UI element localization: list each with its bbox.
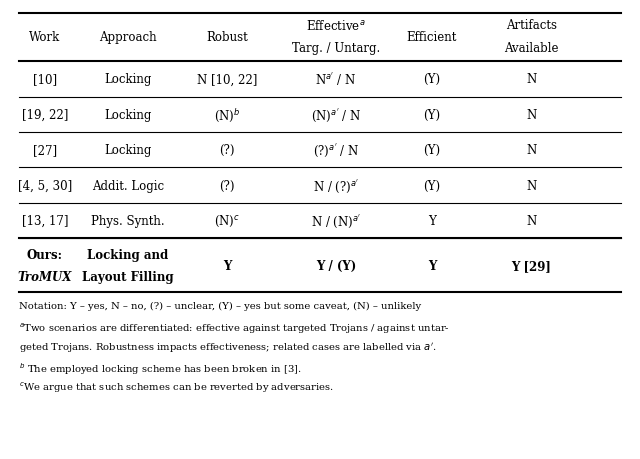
Text: N / (?)$^{a'}$: N / (?)$^{a'}$ (313, 177, 359, 194)
Text: [13, 17]: [13, 17] (22, 214, 68, 228)
Text: Ours:: Ours: (27, 248, 63, 261)
Text: [19, 22]: [19, 22] (22, 108, 68, 122)
Text: [10]: [10] (33, 73, 57, 86)
Text: TroMUX: TroMUX (18, 270, 72, 283)
Text: Y: Y (223, 259, 232, 272)
Text: N: N (526, 73, 536, 86)
Text: (?)$^{a'}$ / N: (?)$^{a'}$ / N (313, 142, 359, 159)
Text: N: N (526, 179, 536, 192)
Text: (N)$^{c}$: (N)$^{c}$ (214, 213, 240, 229)
Text: Locking: Locking (104, 144, 152, 157)
Text: N [10, 22]: N [10, 22] (197, 73, 257, 86)
Text: geted Trojans. Robustness impacts effectiveness; related cases are labelled via : geted Trojans. Robustness impacts effect… (19, 341, 437, 354)
Text: Artifacts: Artifacts (506, 19, 557, 32)
Text: Approach: Approach (99, 31, 157, 45)
Text: N: N (526, 144, 536, 157)
Text: (N)$^{a'}$ / N: (N)$^{a'}$ / N (311, 106, 361, 123)
Text: (Y): (Y) (424, 108, 440, 122)
Text: N / (N)$^{a'}$: N / (N)$^{a'}$ (311, 213, 361, 230)
Text: (Y): (Y) (424, 73, 440, 86)
Text: (Y): (Y) (424, 144, 440, 157)
Text: Targ. / Untarg.: Targ. / Untarg. (292, 42, 380, 55)
Text: Addit. Logic: Addit. Logic (92, 179, 164, 192)
Text: Locking and: Locking and (88, 248, 168, 261)
Text: Work: Work (29, 31, 60, 45)
Text: Y: Y (428, 214, 436, 228)
Text: $^{a}$Two scenarios are differentiated: effective against targeted Trojans / aga: $^{a}$Two scenarios are differentiated: … (19, 321, 450, 335)
Text: N: N (526, 214, 536, 228)
Text: N: N (526, 108, 536, 122)
Text: [4, 5, 30]: [4, 5, 30] (18, 179, 72, 192)
Text: $^{b}$ The employed locking scheme has been broken in [3].: $^{b}$ The employed locking scheme has b… (19, 360, 302, 376)
Text: Robust: Robust (206, 31, 248, 45)
Text: Available: Available (504, 42, 559, 55)
Text: Phys. Synth.: Phys. Synth. (91, 214, 165, 228)
Text: N$^{a'}$ / N: N$^{a'}$ / N (316, 71, 356, 88)
Text: (?): (?) (220, 179, 235, 192)
Text: Locking: Locking (104, 73, 152, 86)
Text: Y [29]: Y [29] (511, 259, 551, 272)
Text: Y: Y (428, 259, 436, 272)
Text: (N)$^{b}$: (N)$^{b}$ (214, 106, 241, 123)
Text: Effective$^{a}$: Effective$^{a}$ (307, 18, 365, 33)
Text: $^{c}$We argue that such schemes can be reverted by adversaries.: $^{c}$We argue that such schemes can be … (19, 380, 334, 394)
Text: Layout Filling: Layout Filling (82, 270, 174, 283)
Text: (Y): (Y) (424, 179, 440, 192)
Text: (?): (?) (220, 144, 235, 157)
Text: Y / (Y): Y / (Y) (316, 259, 356, 272)
Text: Locking: Locking (104, 108, 152, 122)
Text: [27]: [27] (33, 144, 57, 157)
Text: Efficient: Efficient (407, 31, 457, 45)
Text: Notation: Y – yes, N – no, (?) – unclear, (Y) – yes but some caveat, (N) – unlik: Notation: Y – yes, N – no, (?) – unclear… (19, 301, 421, 310)
